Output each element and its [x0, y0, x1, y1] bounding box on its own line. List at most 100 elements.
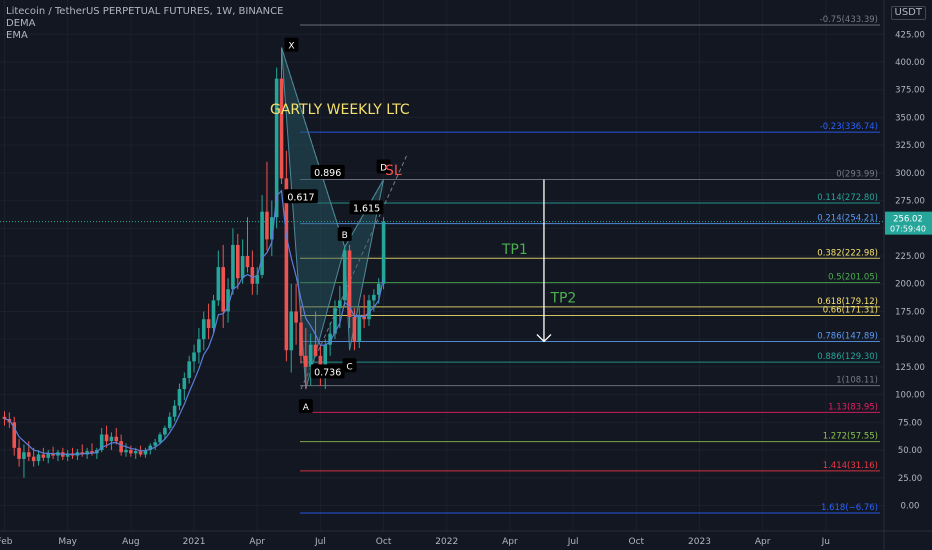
candle-body — [333, 308, 337, 334]
candle-body — [158, 434, 162, 443]
ratio-label-box — [283, 189, 318, 204]
candle-body — [104, 434, 109, 442]
candle-body — [274, 78, 279, 218]
pattern-point-label: B — [342, 231, 348, 241]
candle-body — [299, 322, 303, 356]
y-tick-label: 425.00 — [895, 30, 925, 40]
fib-level-label: -0.23(336.74) — [820, 122, 878, 132]
fib-level-label: 0.618(179.12) — [817, 297, 878, 307]
y-tick-label: 150.00 — [895, 335, 925, 345]
current-price-tag — [885, 211, 932, 235]
candle-body — [27, 452, 31, 457]
annotation-text: TP2 — [549, 291, 576, 307]
candle-body — [318, 355, 323, 373]
price-axis[interactable]: 0.00 25.00 50.00 75.00 100.00 125.00 150.00 175… — [885, 30, 932, 511]
candle-body — [124, 450, 128, 453]
fib-level-label: 1.618(−6.76) — [821, 503, 878, 513]
x-tick-label: Aug — [122, 537, 140, 547]
candle-body — [114, 436, 119, 442]
candle-body — [245, 256, 250, 268]
pattern-point-box — [298, 399, 313, 414]
fib-level-label: 0(293.99) — [836, 170, 878, 180]
candle-body — [221, 267, 225, 312]
annotation-text: TP1 — [501, 242, 528, 258]
candle-body — [187, 361, 191, 378]
fib-level-label: 0.886(129.30) — [817, 352, 878, 362]
x-tick-label: Feb — [0, 537, 13, 547]
gartley-pattern[interactable] — [281, 47, 385, 390]
candle-body — [231, 244, 235, 290]
y-tick-label: 100.00 — [895, 391, 925, 401]
candle-body — [255, 274, 260, 284]
y-tick-label: 350.00 — [895, 113, 925, 123]
pattern-point-label: A — [303, 403, 310, 413]
y-tick-label: 400.00 — [895, 58, 925, 68]
candle-body — [167, 416, 172, 428]
candle-body — [216, 267, 221, 301]
candle-body — [192, 352, 196, 362]
candle-body — [65, 453, 70, 457]
candle-body — [46, 453, 51, 458]
x-tick-label: 2022 — [435, 537, 458, 547]
candle-body — [148, 445, 153, 451]
candle-body — [342, 250, 347, 301]
candle-body — [265, 211, 269, 240]
pattern-point-box — [376, 159, 391, 174]
fib-level-label: 0.214(254.21) — [817, 214, 878, 224]
candle-body — [304, 355, 308, 367]
candle-body — [31, 456, 36, 462]
candle-body — [323, 344, 328, 373]
candle-body — [338, 300, 342, 309]
indicator-ema[interactable]: EMA — [6, 30, 28, 41]
currency-selector[interactable]: USDT — [890, 6, 926, 20]
candle-body — [172, 405, 177, 417]
candle-body — [357, 314, 362, 342]
indicator-dema[interactable]: DEMA — [6, 18, 36, 29]
ratio-label: 0.896 — [314, 168, 341, 179]
candle-body — [313, 344, 318, 356]
y-tick-label: 300.00 — [895, 169, 925, 179]
fib-level-label: 1.272(57.55) — [823, 432, 878, 442]
y-tick-label: 50.00 — [898, 446, 922, 456]
y-tick-label: 75.00 — [898, 418, 922, 428]
candle-body — [36, 454, 41, 462]
fib-level-label: 1.414(31.16) — [823, 461, 878, 471]
candle-body — [367, 300, 371, 320]
ratio-label-box — [310, 364, 345, 379]
y-tick-label: 275.00 — [895, 197, 925, 207]
candle-body — [372, 294, 376, 301]
x-tick-label: May — [58, 537, 77, 547]
candlesticks — [2, 47, 386, 478]
dema-line — [4, 189, 385, 456]
ratio-label-box — [310, 164, 345, 179]
x-tick-label: Jul — [567, 537, 579, 547]
fib-level-label: 0.382(222.98) — [817, 248, 878, 258]
candle-body — [328, 333, 332, 345]
candle-body — [197, 339, 201, 353]
candle-body — [129, 450, 133, 454]
y-tick-label: 325.00 — [895, 141, 925, 151]
symbol-title[interactable]: Litecoin / TetherUS PERPETUAL FUTURES, 1… — [6, 6, 284, 17]
candle-body — [177, 389, 182, 406]
fib-level-label: 0.114(272.80) — [817, 193, 878, 203]
pattern-point-box — [284, 37, 299, 52]
current-price-countdown: 07:59:40 — [890, 225, 926, 234]
y-tick-label: 175.00 — [895, 307, 925, 317]
annotation-text: SL — [385, 163, 402, 179]
fib-retracement[interactable]: -0.75(433.39) -0.23(336.74) 0(293.99) 0.114… — [300, 15, 880, 514]
pattern-point-box — [337, 227, 352, 242]
ratio-label: 0.736 — [314, 367, 341, 378]
y-tick-label: 25.00 — [898, 474, 922, 484]
fib-level-label: 1.13(83.95) — [828, 402, 878, 412]
ratio-label: 0.617 — [287, 192, 314, 203]
candle-body — [206, 319, 211, 329]
candle-body — [289, 311, 294, 351]
candle-body — [270, 217, 274, 240]
candle-body — [138, 451, 143, 455]
candle-body — [153, 442, 157, 446]
candle-body — [250, 267, 255, 284]
x-tick-label: Apr — [502, 537, 518, 547]
x-tick-label: Oct — [376, 537, 392, 547]
time-axis[interactable]: Feb May Aug 2021 Apr Jul Oct 2022 Apr Jul Oct 2023 A… — [0, 537, 830, 547]
